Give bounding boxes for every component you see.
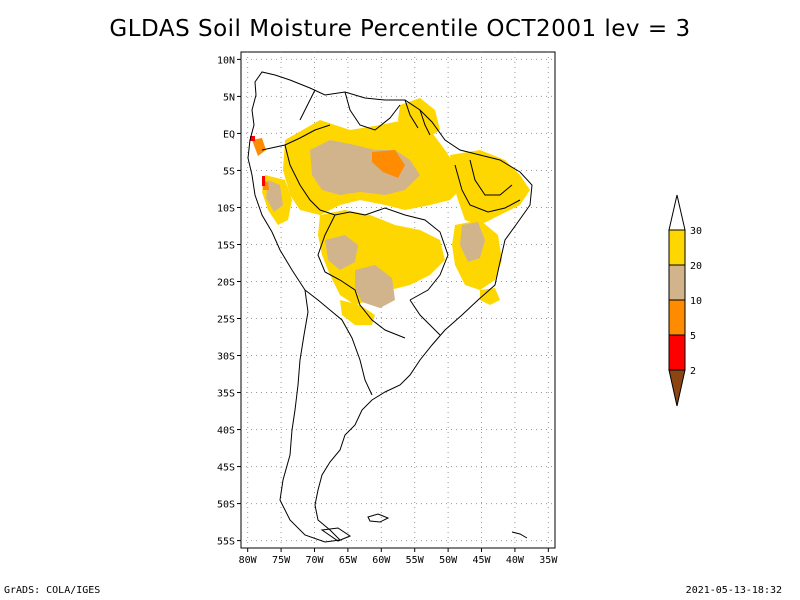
colorbar-bottom-triangle — [668, 369, 686, 407]
lat-label: 5S — [223, 166, 235, 177]
lon-label: 45W — [472, 555, 491, 566]
lat-label: 35S — [217, 389, 235, 400]
colorbar-band-5-10 — [668, 299, 686, 336]
footer-credit: GrADS: COLA/IGES — [4, 585, 101, 596]
south-georgia — [511, 531, 528, 539]
shading-layer — [250, 98, 530, 325]
lat-label: 15S — [217, 240, 235, 251]
colorbar-band-10-20 — [668, 264, 686, 301]
shade-20-30-central — [318, 210, 445, 305]
colorbar-label: 30 — [690, 226, 702, 237]
lat-label: 50S — [217, 500, 235, 511]
shade-10-20-peru — [266, 180, 283, 212]
latitude-labels: 10N 5N EQ 5S 10S 15S 20S 25S 30S 35S 40S 45S 50S 55S — [217, 55, 235, 547]
longitude-labels: 80W 75W 70W 65W 60W 55W 50W 45W 40W 35W — [239, 555, 559, 566]
colorbar-band-20-30 — [668, 229, 686, 266]
lon-label: 40W — [506, 555, 525, 566]
lat-label: 40S — [217, 426, 235, 437]
lon-label: 50W — [439, 555, 458, 566]
shade-20-30-pantanal — [340, 300, 375, 325]
colorbar-label: 2 — [690, 366, 696, 377]
shade-5-10-ecuador — [252, 138, 266, 156]
lat-label: 25S — [217, 315, 235, 326]
lat-label: 55S — [217, 537, 235, 548]
south-america-outline — [247, 71, 533, 543]
lon-label: 65W — [339, 555, 358, 566]
shade-10-20-east — [460, 222, 485, 262]
shade-20-30-guianas — [398, 98, 440, 140]
tierra-del-fuego — [320, 527, 352, 542]
footer-timestamp: 2021-05-13-18:32 — [685, 585, 782, 596]
lat-label: EQ — [223, 129, 235, 140]
colorbar-labels: 30 20 10 5 2 — [690, 226, 702, 377]
gridlines — [237, 52, 555, 552]
colorbar — [668, 194, 686, 407]
lat-label: 20S — [217, 277, 235, 288]
lon-label: 60W — [372, 555, 391, 566]
lat-label: 45S — [217, 463, 235, 474]
shade-20-30-small — [480, 288, 500, 305]
country-borders — [261, 89, 521, 396]
shade-5-10-amazon — [372, 150, 405, 178]
colorbar-label: 20 — [690, 261, 702, 272]
map-title: GLDAS Soil Moisture Percentile OCT2001 l… — [109, 16, 691, 42]
map-frame — [240, 51, 556, 549]
shade-20-30-northeast — [450, 150, 530, 225]
lon-label: 35W — [539, 555, 558, 566]
colorbar-label: 5 — [690, 331, 696, 342]
lon-label: 75W — [272, 555, 291, 566]
coastlines — [247, 71, 533, 543]
falklands — [367, 513, 390, 523]
lat-label: 10S — [217, 203, 235, 214]
colorbar-top-triangle — [668, 194, 686, 231]
shade-10-20-chaco — [355, 265, 395, 308]
lon-label: 80W — [239, 555, 258, 566]
colorbar-band-2-5 — [668, 334, 686, 371]
lon-label: 70W — [305, 555, 324, 566]
shade-10-20-bolivia — [325, 235, 358, 270]
lon-label: 55W — [406, 555, 425, 566]
shade-2-5-ecuador — [250, 136, 255, 141]
shade-2-5-peru — [262, 176, 265, 186]
lat-label: 10N — [217, 55, 235, 66]
lat-label: 30S — [217, 352, 235, 363]
colorbar-label: 10 — [690, 296, 702, 307]
lat-label: 5N — [223, 92, 235, 103]
